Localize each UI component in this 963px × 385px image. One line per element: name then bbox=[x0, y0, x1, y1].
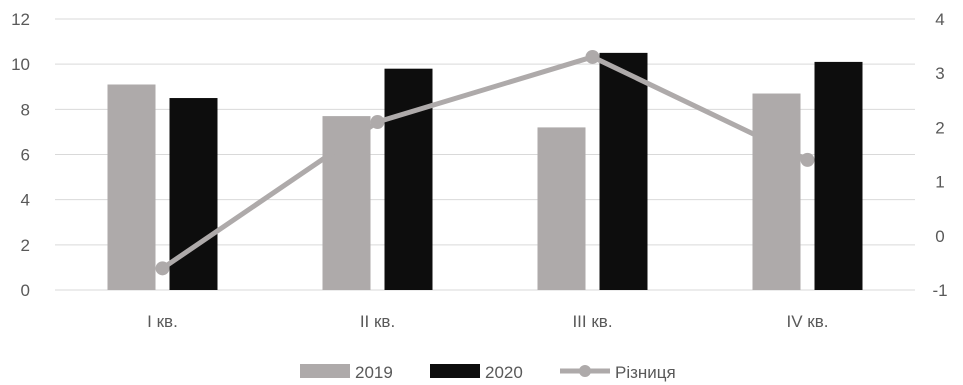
category-labels: I кв. II кв. III кв. IV кв. bbox=[147, 312, 828, 331]
difference-point-IV кв. bbox=[800, 152, 815, 167]
legend-marker-Різниця bbox=[579, 365, 591, 377]
left-axis-ticks: 0 2 4 6 8 10 12 bbox=[11, 10, 30, 300]
legend-swatch-2019 bbox=[300, 364, 350, 378]
left-tick-label: 0 bbox=[21, 281, 30, 300]
category-label: I кв. bbox=[147, 312, 178, 331]
legend-swatch-2020 bbox=[430, 364, 480, 378]
bar-2020-IV кв. bbox=[814, 61, 863, 291]
bar-2020-III кв. bbox=[599, 52, 648, 290]
left-tick-label: 10 bbox=[11, 55, 30, 74]
category-label: II кв. bbox=[360, 312, 395, 331]
bar-2019-I кв. bbox=[107, 84, 156, 290]
left-tick-label: 12 bbox=[11, 10, 30, 29]
bar-2019-IV кв. bbox=[752, 93, 801, 291]
difference-line bbox=[155, 49, 815, 276]
legend-label: Різниця bbox=[615, 363, 676, 382]
right-tick-label: 4 bbox=[935, 10, 944, 29]
right-tick-label: 3 bbox=[935, 64, 944, 83]
difference-series-line bbox=[161, 54, 809, 271]
category-label: IV кв. bbox=[787, 312, 829, 331]
left-tick-label: 4 bbox=[21, 191, 30, 210]
right-tick-label: -1 bbox=[932, 281, 947, 300]
right-tick-label: 0 bbox=[935, 227, 944, 246]
legend-label: 2019 bbox=[355, 363, 393, 382]
category-label: III кв. bbox=[572, 312, 612, 331]
legend-label: 2020 bbox=[485, 363, 523, 382]
legend: 2019 2020 Різниця bbox=[300, 363, 676, 382]
difference-point-III кв. bbox=[585, 49, 600, 64]
bar-2019-III кв. bbox=[537, 127, 586, 291]
left-tick-label: 6 bbox=[21, 146, 30, 165]
difference-point-II кв. bbox=[370, 114, 385, 129]
right-axis-ticks: -1 0 1 2 3 4 bbox=[932, 10, 947, 300]
left-tick-label: 2 bbox=[21, 236, 30, 255]
bar-2020-II кв. bbox=[384, 68, 433, 290]
difference-point-I кв. bbox=[155, 261, 170, 276]
right-tick-label: 1 bbox=[935, 173, 944, 192]
left-tick-label: 8 bbox=[21, 100, 30, 119]
right-tick-label: 2 bbox=[935, 118, 944, 137]
